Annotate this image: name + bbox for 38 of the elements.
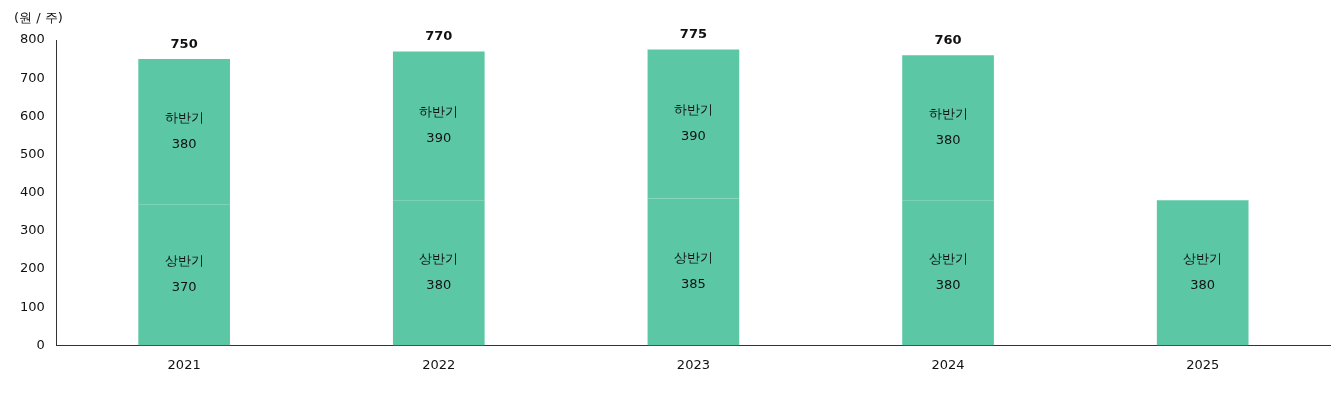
total-label: 760 — [934, 32, 962, 48]
data-label: 380 — [426, 277, 452, 293]
x-tick-label: 2024 — [931, 356, 965, 372]
y-tick-label: 300 — [19, 222, 45, 238]
text: 하반기 — [419, 104, 459, 120]
x-tick-label: 2022 — [422, 356, 456, 372]
y-tick-label: 400 — [19, 184, 45, 200]
x-tick-label: 2023 — [676, 356, 710, 372]
data-label: 380 — [1190, 277, 1216, 293]
x-tick-label: 2025 — [1186, 356, 1220, 372]
y-tick-label: 800 — [19, 31, 45, 47]
data-label: 380 — [171, 135, 197, 151]
data-label: 385 — [680, 276, 706, 292]
total-label: 750 — [170, 35, 198, 51]
total-label: 770 — [425, 28, 453, 44]
text: 상반기 — [1183, 251, 1223, 267]
y-axis-title: (원 / 주) — [14, 9, 63, 25]
text: 하반기 — [164, 110, 204, 125]
y-tick-label: 600 — [19, 107, 45, 123]
y-tick-label: 200 — [19, 260, 45, 276]
text: 상반기 — [164, 253, 204, 269]
data-label: 380 — [935, 132, 961, 148]
y-tick-label: 500 — [19, 145, 45, 161]
x-tick-label: 2021 — [167, 356, 201, 372]
data-label: 390 — [426, 130, 452, 146]
y-tick-label: 100 — [19, 298, 45, 314]
y-tick-label: 0 — [36, 336, 45, 352]
series-label: 하반기 — [928, 106, 968, 122]
y-tick-label: 700 — [19, 69, 45, 85]
data-label: 380 — [935, 277, 961, 293]
series-label: 상반기 — [928, 251, 968, 267]
data-label: 370 — [171, 279, 197, 295]
bar — [1156, 200, 1249, 346]
text: 상반기 — [419, 251, 459, 267]
data-label: 390 — [680, 128, 706, 144]
text: 상반기 — [673, 250, 713, 266]
text: 하반기 — [673, 102, 713, 118]
total-label: 775 — [679, 26, 707, 42]
